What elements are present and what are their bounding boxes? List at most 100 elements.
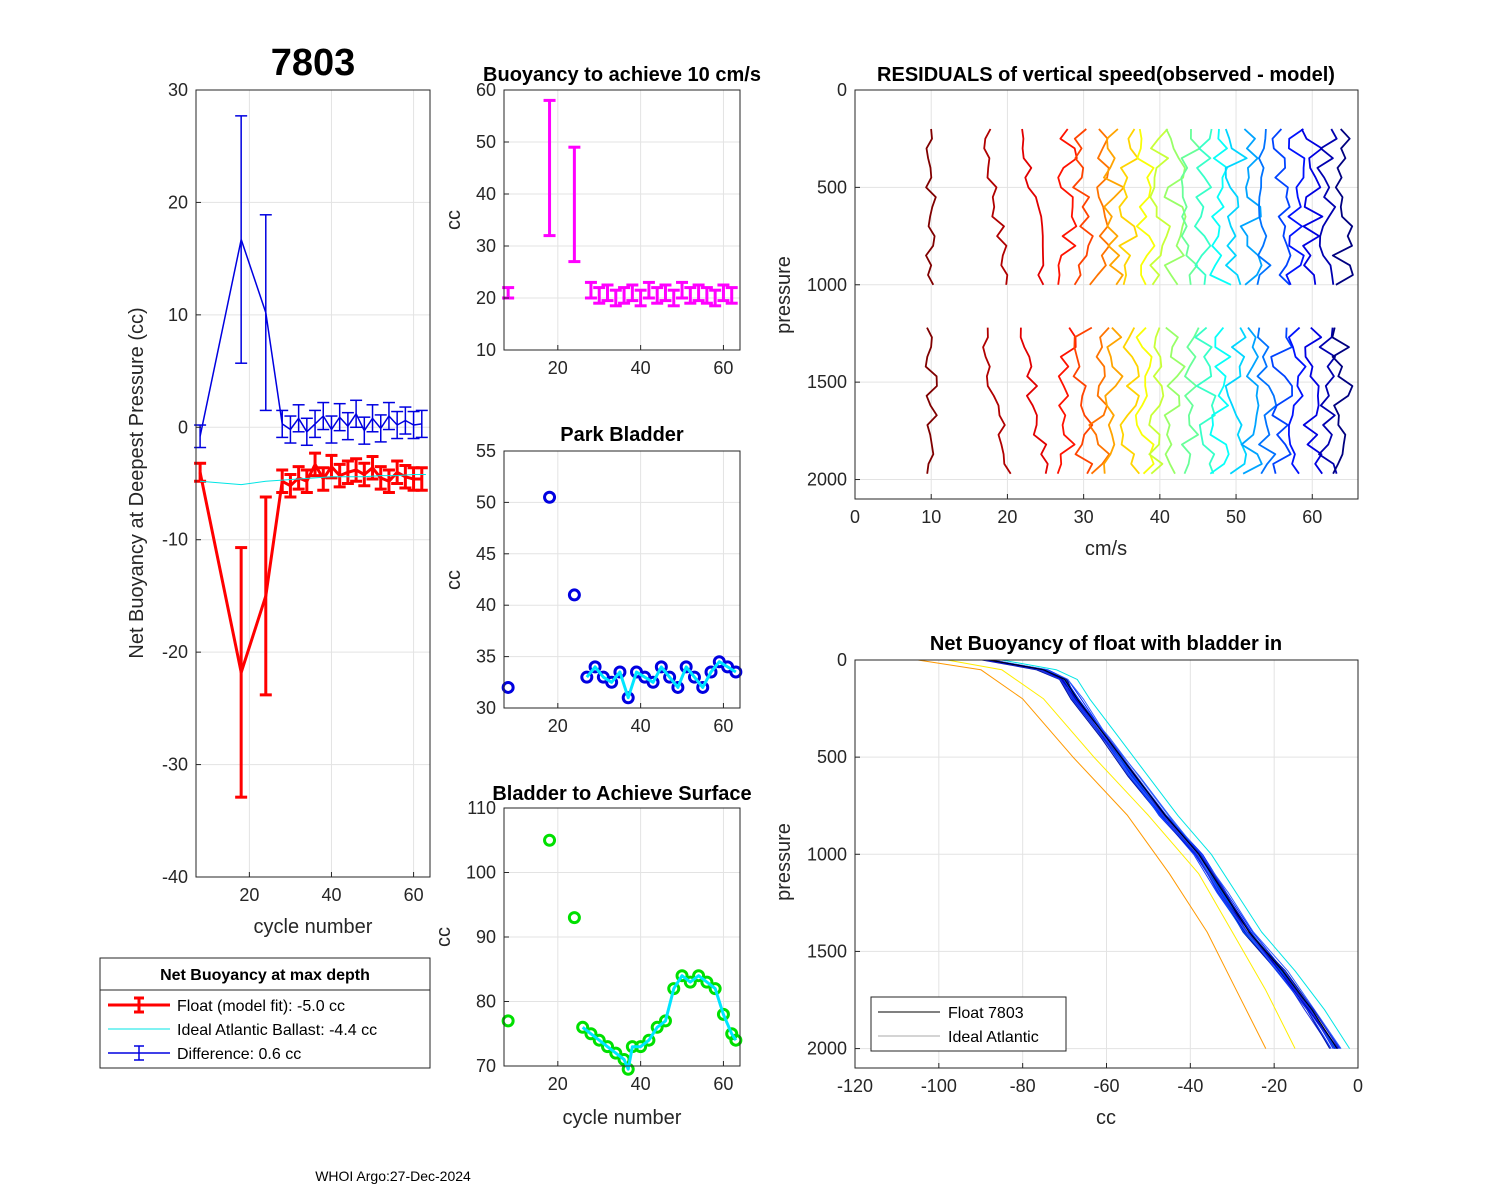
surface-bladder-panel: Bladder to Achieve Surface 20 40 60 70 80 90 1… [433, 783, 752, 1129]
x-tick-label: -80 [1010, 1076, 1036, 1096]
legend-entry-difference: Difference: 0.6 cc [108, 1045, 301, 1063]
buoyancy-10cms-axes-frame [503, 89, 741, 351]
float-series-line [198, 462, 422, 674]
residual-profile-line [1163, 326, 1186, 475]
y-tick-label: 0 [178, 417, 188, 437]
surface-marker [501, 1014, 515, 1028]
x-tick-label: 40 [321, 885, 341, 905]
park-series-line [585, 660, 737, 700]
residual-profile-line [1089, 128, 1111, 286]
profile-legend-box [870, 996, 1067, 1052]
residual-profile-line [1118, 128, 1139, 286]
y-tick-label: -40 [162, 867, 188, 887]
buoyancy-errorbar [626, 283, 639, 303]
x-tick-label: 40 [631, 1074, 651, 1094]
y-tick-label: 60 [476, 80, 496, 100]
residual-profile-line [982, 327, 1012, 475]
buoyancy-errorbar [684, 286, 697, 305]
net-buoyancy-profile-panel: Net Buoyancy of float with bladder in -1… [773, 633, 1363, 1129]
park-marker [646, 675, 660, 689]
park-marker [663, 670, 677, 684]
x-tick-label: 60 [1302, 507, 1322, 527]
park-marker [704, 665, 718, 679]
x-tick-label: -60 [1093, 1076, 1119, 1096]
footer-credit: WHOI Argo:27-Dec-2024 [315, 1168, 471, 1184]
residual-profile-line [1103, 128, 1125, 286]
x-tick-label: 20 [239, 885, 259, 905]
difference-series-line [199, 238, 422, 437]
x-tick-label: 10 [921, 507, 941, 527]
y-tick-label: 30 [476, 236, 496, 256]
buoyancy-10cms-title: Buoyancy to achieve 10 cm/s [483, 64, 761, 86]
legend-label-ideal: Ideal Atlantic Ballast: -4.4 cc [177, 1022, 377, 1039]
x-tick-label: -20 [1261, 1076, 1287, 1096]
y-tick-label: 40 [476, 595, 496, 615]
y-tick-label: 90 [476, 927, 496, 947]
residual-profile-line [1224, 128, 1248, 286]
net-buoyancy-ylabel: Net Buoyancy at Deepest Pressure (cc) [126, 307, 148, 658]
surface-marker [729, 1033, 743, 1047]
buoyancy-errorbar [692, 283, 705, 303]
residual-profile-line [1271, 128, 1292, 286]
residual-profile-line [1194, 326, 1217, 475]
surface-marker [601, 1040, 615, 1054]
net-buoyancy-axes-frame [195, 89, 431, 878]
legend-title: Net Buoyancy at max depth [160, 967, 370, 984]
residual-profile-line [1285, 128, 1306, 286]
residual-profile-line [1209, 128, 1232, 286]
residual-profile-line [1181, 327, 1200, 475]
x-tick-label: -100 [921, 1076, 957, 1096]
x-tick-label: 60 [713, 716, 733, 736]
residual-profile-line [1256, 327, 1278, 475]
surface-marker [650, 1020, 664, 1034]
residual-profile-line [1318, 327, 1338, 474]
legend-label-difference: Difference: 0.6 cc [177, 1046, 301, 1063]
residual-profile-line [1300, 128, 1324, 285]
park-marker [567, 588, 581, 602]
residual-profile-line [1134, 326, 1155, 475]
buoyancy-errorbar [601, 283, 614, 303]
surface-marker [592, 1033, 606, 1047]
y-tick-label: 45 [476, 544, 496, 564]
residual-profile-line [1135, 128, 1156, 286]
profile-legend-label-ideal: Ideal Atlantic [948, 1029, 1039, 1046]
residual-profile-line [1239, 128, 1263, 286]
y-tick-label: 55 [476, 441, 496, 461]
residual-profile-line [1103, 326, 1124, 474]
x-tick-label: 0 [1353, 1076, 1363, 1096]
residual-profile-line [1056, 327, 1077, 475]
surface-marker [609, 1046, 623, 1060]
legend-box [99, 957, 431, 1069]
x-tick-label: 60 [713, 1074, 733, 1094]
y-tick-label: 0 [837, 80, 847, 100]
residual-profile-line [1057, 128, 1078, 285]
residual-profile-line [924, 327, 938, 474]
residual-profile-line [1194, 128, 1213, 285]
park-marker [696, 680, 710, 694]
residual-profile-line [1148, 327, 1165, 475]
residual-profile-line [1072, 326, 1094, 475]
y-tick-label: 1000 [807, 275, 847, 295]
legend-label-float: Float (model fit): -5.0 cc [177, 998, 345, 1015]
surface-marker [567, 911, 581, 925]
x-tick-label: 30 [1074, 507, 1094, 527]
surface-bladder-ylabel: cc [433, 927, 455, 947]
y-tick-label: 500 [817, 177, 847, 197]
profile-legend: Float 7803 Ideal Atlantic [870, 996, 1067, 1052]
park-marker [621, 691, 635, 705]
residual-profile-line [1224, 327, 1247, 475]
park-marker [687, 670, 701, 684]
residuals-axes-frame [854, 89, 1359, 500]
buoyancy-errorbar [634, 288, 647, 308]
park-bladder-panel: Park Bladder 20 40 60 30 35 40 45 50 55 cc [443, 424, 743, 736]
x-tick-label: 40 [1150, 507, 1170, 527]
surface-bladder-title: Bladder to Achieve Surface [492, 783, 751, 805]
y-tick-label: 10 [168, 305, 188, 325]
x-tick-label: 40 [631, 716, 651, 736]
y-tick-label: 0 [837, 650, 847, 670]
surface-marker [692, 969, 706, 983]
net-buoyancy-profile-title: Net Buoyancy of float with bladder in [930, 633, 1282, 655]
buoyancy-errorbar [700, 286, 713, 305]
net-buoyancy-legend: Net Buoyancy at max depth Float (model f… [99, 957, 431, 1069]
